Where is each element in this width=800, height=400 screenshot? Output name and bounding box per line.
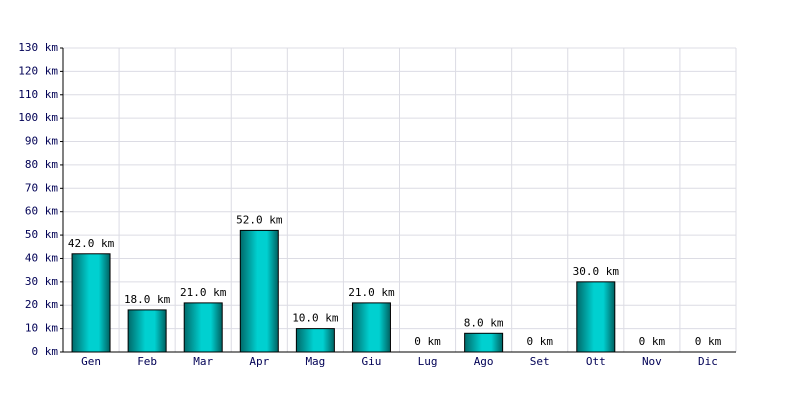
- value-label: 0 km: [639, 335, 666, 348]
- x-tick-label: Feb: [137, 355, 157, 368]
- y-tick-label: 40 km: [25, 251, 58, 264]
- value-label: 21.0 km: [348, 286, 395, 299]
- y-tick-label: 90 km: [25, 135, 58, 148]
- y-tick-label: 130 km: [18, 41, 58, 54]
- value-label: 8.0 km: [464, 316, 504, 329]
- bar: [127, 309, 167, 353]
- y-tick-label: 0 km: [32, 345, 59, 358]
- value-label: 30.0 km: [573, 265, 620, 278]
- x-tick-label: Lug: [418, 355, 438, 368]
- y-tick-label: 30 km: [25, 275, 58, 288]
- y-tick-label: 110 km: [18, 88, 58, 101]
- value-label: 21.0 km: [180, 286, 227, 299]
- value-label: 0 km: [414, 335, 441, 348]
- x-tick-label: Nov: [642, 355, 662, 368]
- x-tick-label: Apr: [249, 355, 269, 368]
- bar: [295, 328, 335, 353]
- value-label: 10.0 km: [292, 312, 339, 325]
- y-tick-label: 80 km: [25, 158, 58, 171]
- x-tick-label: Ott: [586, 355, 606, 368]
- value-label: 42.0 km: [68, 237, 115, 250]
- y-tick-label: 100 km: [18, 111, 58, 124]
- bar: [576, 281, 616, 353]
- x-tick-label: Ago: [474, 355, 494, 368]
- y-tick-label: 20 km: [25, 298, 58, 311]
- bar: [464, 332, 504, 353]
- bar: [239, 229, 279, 353]
- value-label: 52.0 km: [236, 213, 283, 226]
- x-tick-label: Mar: [193, 355, 213, 368]
- y-tick-label: 70 km: [25, 181, 58, 194]
- bar: [183, 302, 223, 353]
- value-label: 0 km: [695, 335, 722, 348]
- x-tick-label: Gen: [81, 355, 101, 368]
- x-tick-label: Mag: [305, 355, 325, 368]
- x-tick-label: Set: [530, 355, 550, 368]
- y-tick-label: 60 km: [25, 205, 58, 218]
- x-tick-label: Dic: [698, 355, 718, 368]
- value-label: 18.0 km: [124, 293, 171, 306]
- value-label: 0 km: [526, 335, 553, 348]
- bar: [71, 253, 111, 353]
- bar: [351, 302, 391, 353]
- x-tick-label: Giu: [362, 355, 382, 368]
- y-tick-label: 50 km: [25, 228, 58, 241]
- y-tick-label: 120 km: [18, 64, 58, 77]
- y-tick-label: 10 km: [25, 322, 58, 335]
